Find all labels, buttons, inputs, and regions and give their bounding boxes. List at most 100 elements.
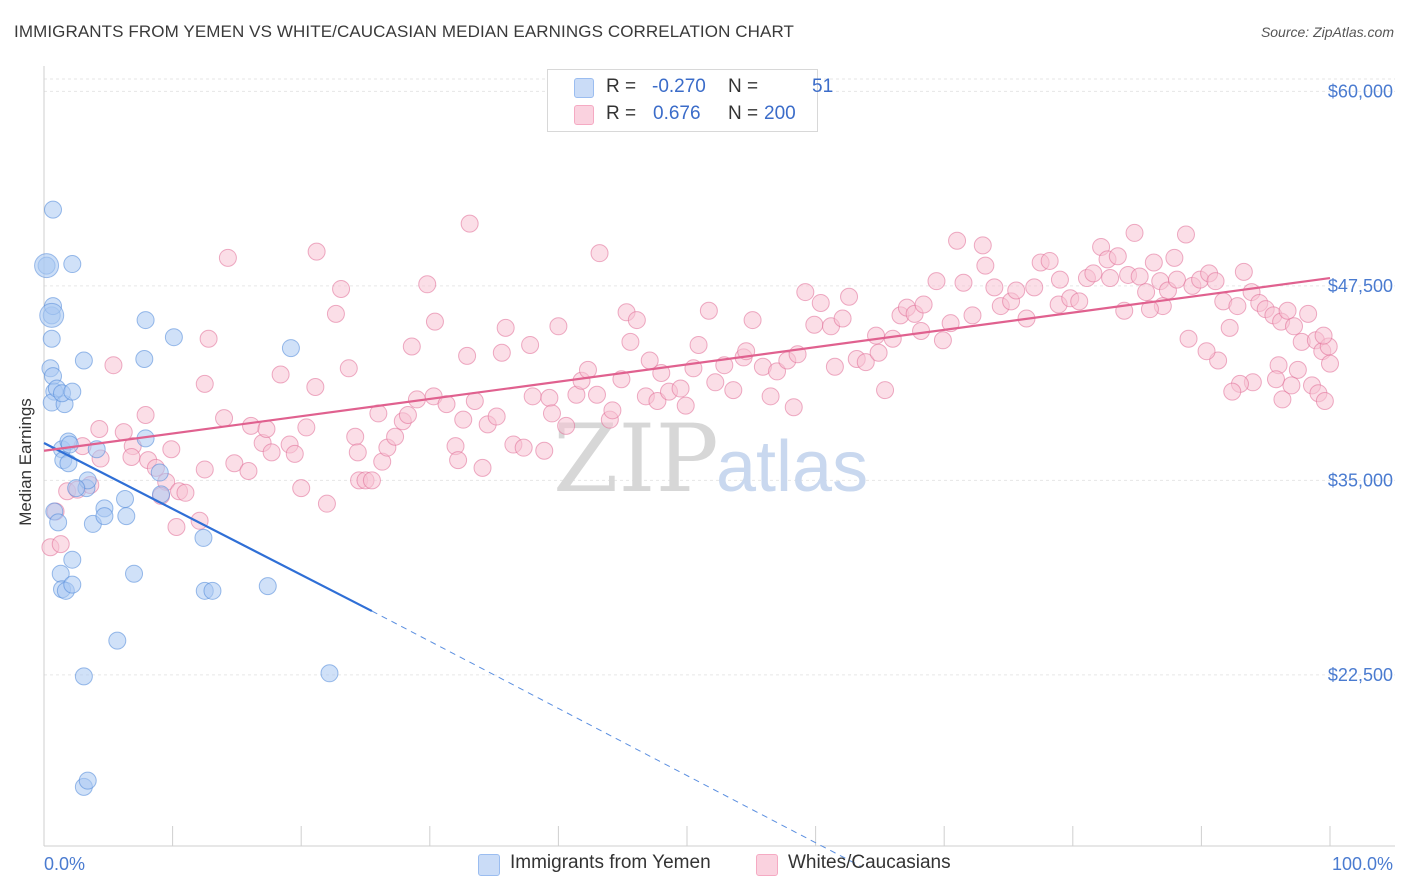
data-point [985,278,1004,297]
legend-r-value: -0.270 [652,76,706,97]
data-point [122,448,141,466]
data-point [1223,382,1242,401]
data-point [1314,326,1333,345]
data-point [1137,283,1156,302]
data-point [914,295,933,314]
data-point [1125,223,1144,242]
data-point [833,309,852,328]
legend-n-label: N = [728,103,759,124]
data-point [1315,391,1334,410]
bottom-legend-swatch-whites [756,854,778,876]
legend-r-value: 0.676 [653,103,701,124]
data-point [195,374,214,393]
data-point [1266,370,1285,389]
data-point [74,667,93,686]
data-point [1197,342,1216,361]
data-point [492,343,511,362]
y-tick-label: $47,500 [1328,276,1393,296]
data-point [540,388,559,407]
data-point [963,306,982,325]
data-point [487,407,506,426]
data-point [706,373,725,392]
data-point [42,329,61,348]
data-point [135,349,154,368]
data-point [496,318,515,337]
data-point [39,302,65,328]
data-point [306,377,325,396]
data-point [1070,292,1089,311]
data-point [743,311,762,330]
data-point [49,513,68,532]
data-point [136,405,155,424]
data-point [60,435,79,454]
x-tick-label: 100.0% [1332,854,1393,874]
data-point [116,490,135,509]
data-point [1220,318,1239,337]
data-point [1278,301,1297,320]
data-point [1050,270,1069,289]
legend-n-value: 200 [764,103,796,124]
legend-swatch-yemen [574,78,594,98]
data-point [1165,248,1184,267]
data-point [117,507,136,526]
data-point [587,385,606,404]
data-point [948,231,967,250]
data-point [796,283,815,302]
data-point [1284,317,1303,336]
watermark-atlas: atlas [716,427,868,507]
data-point [203,581,222,600]
x-tick-label: 0.0% [44,854,85,874]
data-point [933,331,952,350]
data-point [724,381,743,400]
data-point [1108,247,1127,266]
data-point [449,451,468,470]
data-point [549,317,568,336]
data-point [473,458,492,477]
data-point [1144,253,1163,272]
data-point [1025,278,1044,297]
tick-labels: $22,500 $35,000 $47,500 $60,000 0.0% 100.0% [44,81,1393,874]
data-point [215,409,234,428]
data-point [195,460,214,479]
data-point [671,379,690,398]
data-point [883,329,902,348]
data-point [689,335,708,354]
data-point [590,244,609,263]
data-point [699,301,718,320]
data-point [218,248,237,267]
data-point [1084,264,1103,283]
data-point [1228,297,1247,316]
legend-r-label: R = [606,103,637,124]
watermark: ZIP atlas [553,405,868,514]
data-point [225,454,244,473]
data-point [346,427,365,446]
trend-line-yemen [43,442,373,613]
bottom-legend-label-yemen: Immigrants from Yemen [510,852,711,873]
data-point [869,343,888,362]
legend-swatch-whites [574,105,594,125]
data-point [320,664,339,683]
data-point [271,365,290,384]
legend-r-label: R = [606,76,637,97]
data-point [523,387,542,406]
data-point [1179,329,1198,348]
data-point [761,387,780,406]
data-point [125,564,144,583]
data-point [108,631,127,650]
data-point [954,273,973,292]
trend-line-yemen-extension [371,610,861,867]
data-point [136,311,155,330]
data-point [535,441,554,460]
data-point [1206,272,1225,291]
data-point [454,410,473,429]
data-point [258,577,277,596]
data-point [242,416,261,435]
data-point [1007,281,1026,300]
trend-line-whites [43,276,1331,452]
data-point [63,550,82,569]
data-point [167,518,186,537]
series-yemen-points [34,200,339,796]
data-point [63,255,82,274]
data-point [1299,304,1318,323]
